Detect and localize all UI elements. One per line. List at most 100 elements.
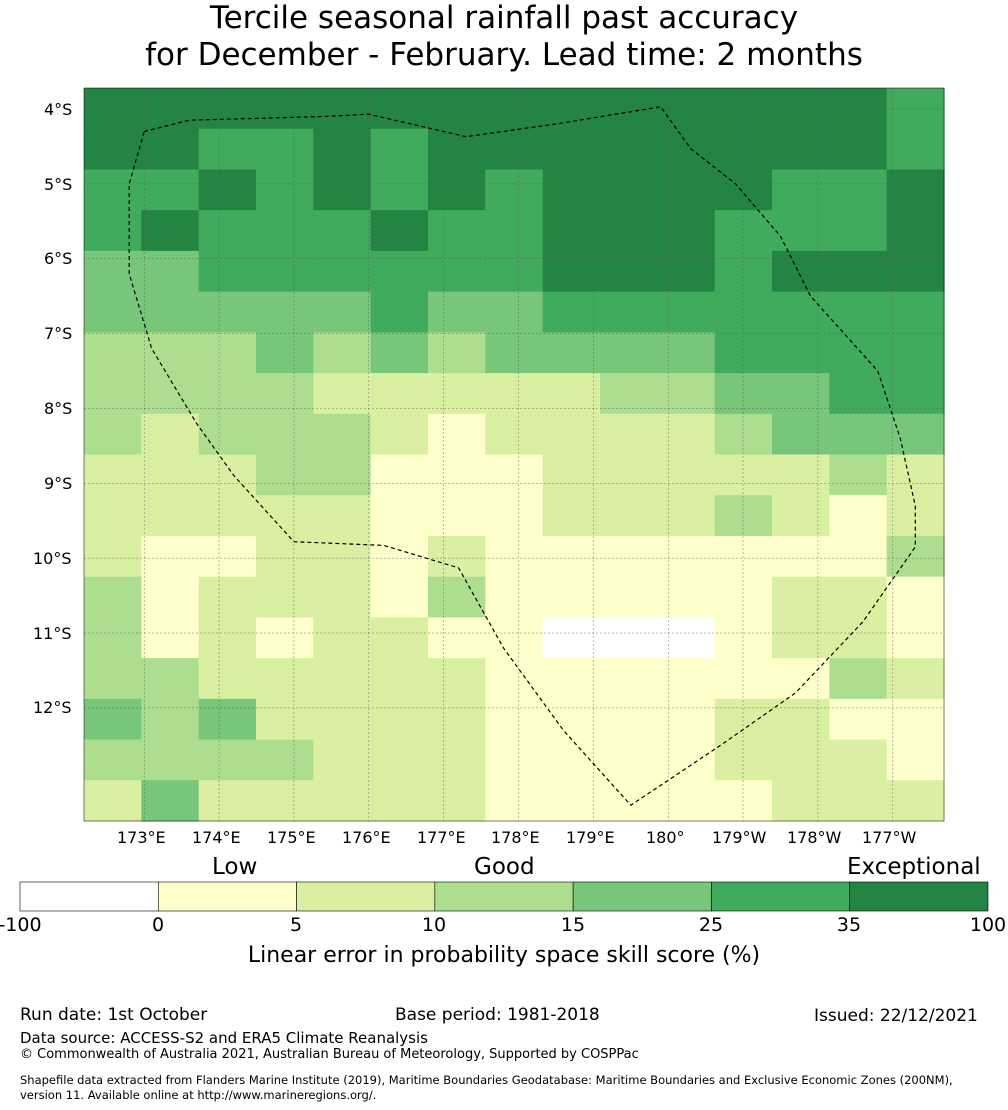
grid-cell	[829, 495, 888, 537]
grid-cell	[772, 698, 830, 741]
colorbar-tick: -100	[0, 914, 42, 936]
grid-cell	[141, 291, 200, 333]
grid-cell	[829, 658, 888, 700]
grid-cell	[714, 576, 773, 618]
grid-cell	[428, 413, 486, 456]
grid-cell	[84, 332, 142, 374]
grid-cell	[428, 373, 486, 415]
grid-cell	[428, 88, 486, 130]
grid-cell	[428, 739, 486, 781]
grid-cell	[829, 739, 888, 781]
grid-cell	[198, 454, 257, 496]
grid-cell	[428, 291, 486, 333]
grid-cell	[370, 698, 429, 741]
grid-cell	[714, 698, 773, 741]
grid-cell	[84, 210, 142, 252]
colorbar-tick: 35	[836, 914, 862, 936]
grid-cell	[600, 88, 658, 130]
grid-cell	[313, 576, 372, 618]
grid-cell	[256, 88, 314, 130]
grid-cell	[256, 780, 314, 822]
grid-cell	[657, 169, 716, 211]
grid-cell	[84, 698, 142, 741]
grid-cell	[485, 413, 544, 456]
grid-cell	[714, 535, 773, 578]
grid-cell	[829, 291, 888, 333]
grid-cell	[428, 658, 486, 700]
grid-cell	[829, 535, 888, 578]
grid-cell	[485, 88, 544, 130]
lon-label: 173°E	[117, 828, 166, 847]
grid-cell	[256, 250, 314, 293]
colorbar	[19, 881, 989, 912]
grid-cell	[256, 535, 314, 578]
grid-cell	[370, 291, 429, 333]
grid-cell	[84, 658, 142, 700]
grid-cell	[485, 169, 544, 211]
grid-cell	[657, 576, 716, 618]
grid-cell	[313, 698, 372, 741]
grid-cell	[428, 698, 486, 741]
grid-cell	[370, 332, 429, 374]
grid-cell	[141, 739, 200, 781]
grid-cell	[714, 291, 773, 333]
lon-label: 175°E	[267, 828, 316, 847]
grid-cell	[542, 576, 601, 618]
grid-cell	[772, 535, 830, 578]
shapefile-credit-line1: Shapefile data extracted from Flanders M…	[20, 1073, 953, 1087]
grid-cell	[84, 739, 142, 781]
grid-cell	[198, 373, 257, 415]
grid-cell	[542, 373, 601, 415]
grid-cell	[428, 210, 486, 252]
grid-cell	[485, 291, 544, 333]
grid-cell	[542, 780, 601, 822]
grid-cell	[313, 739, 372, 781]
grid-cell	[198, 658, 257, 700]
grid-cell	[829, 373, 888, 415]
grid-cell	[600, 454, 658, 496]
grid-cell	[886, 739, 945, 781]
grid-cell	[772, 576, 830, 618]
grid-cell	[141, 413, 200, 456]
grid-cell	[485, 128, 544, 171]
grid-cell	[428, 495, 486, 537]
grid-cell	[600, 128, 658, 171]
grid-cell	[772, 291, 830, 333]
grid-cell	[829, 617, 888, 659]
grid-cell	[313, 495, 372, 537]
grid-cell	[198, 88, 257, 130]
grid-cell	[141, 780, 200, 822]
grid-cell	[313, 210, 372, 252]
grid-cell	[829, 332, 888, 374]
lat-label: 5°S	[44, 175, 73, 194]
grid-cell	[542, 250, 601, 293]
grid-cell	[886, 454, 945, 496]
grid-cell	[714, 454, 773, 496]
grid-cell	[772, 128, 830, 171]
grid-cell	[657, 617, 716, 659]
grid-cell	[485, 454, 544, 496]
grid-cell	[370, 88, 429, 130]
issued-date: Issued: 22/12/2021	[814, 1006, 978, 1026]
grid-cell	[256, 169, 314, 211]
grid-cell	[313, 780, 372, 822]
colorbar-tick: 15	[560, 914, 586, 936]
lon-label: 180°	[646, 828, 685, 847]
lat-label: 12°S	[33, 698, 72, 717]
grid-cell	[886, 576, 945, 618]
grid-cell	[886, 780, 945, 822]
grid-cell	[84, 413, 142, 456]
grid-cell	[84, 535, 142, 578]
grid-cell	[256, 373, 314, 415]
grid-cell	[313, 413, 372, 456]
eez-boundary	[128, 106, 916, 806]
grid-cell	[485, 658, 544, 700]
grid-cell	[772, 210, 830, 252]
grid-cell	[886, 617, 945, 659]
colorbar-tick: 0	[151, 914, 165, 936]
grid-cell	[198, 413, 257, 456]
grid-cell	[370, 373, 429, 415]
grid-cell	[600, 780, 658, 822]
grid-cell	[198, 698, 257, 741]
base-period: Base period: 1981-2018	[395, 1005, 600, 1025]
